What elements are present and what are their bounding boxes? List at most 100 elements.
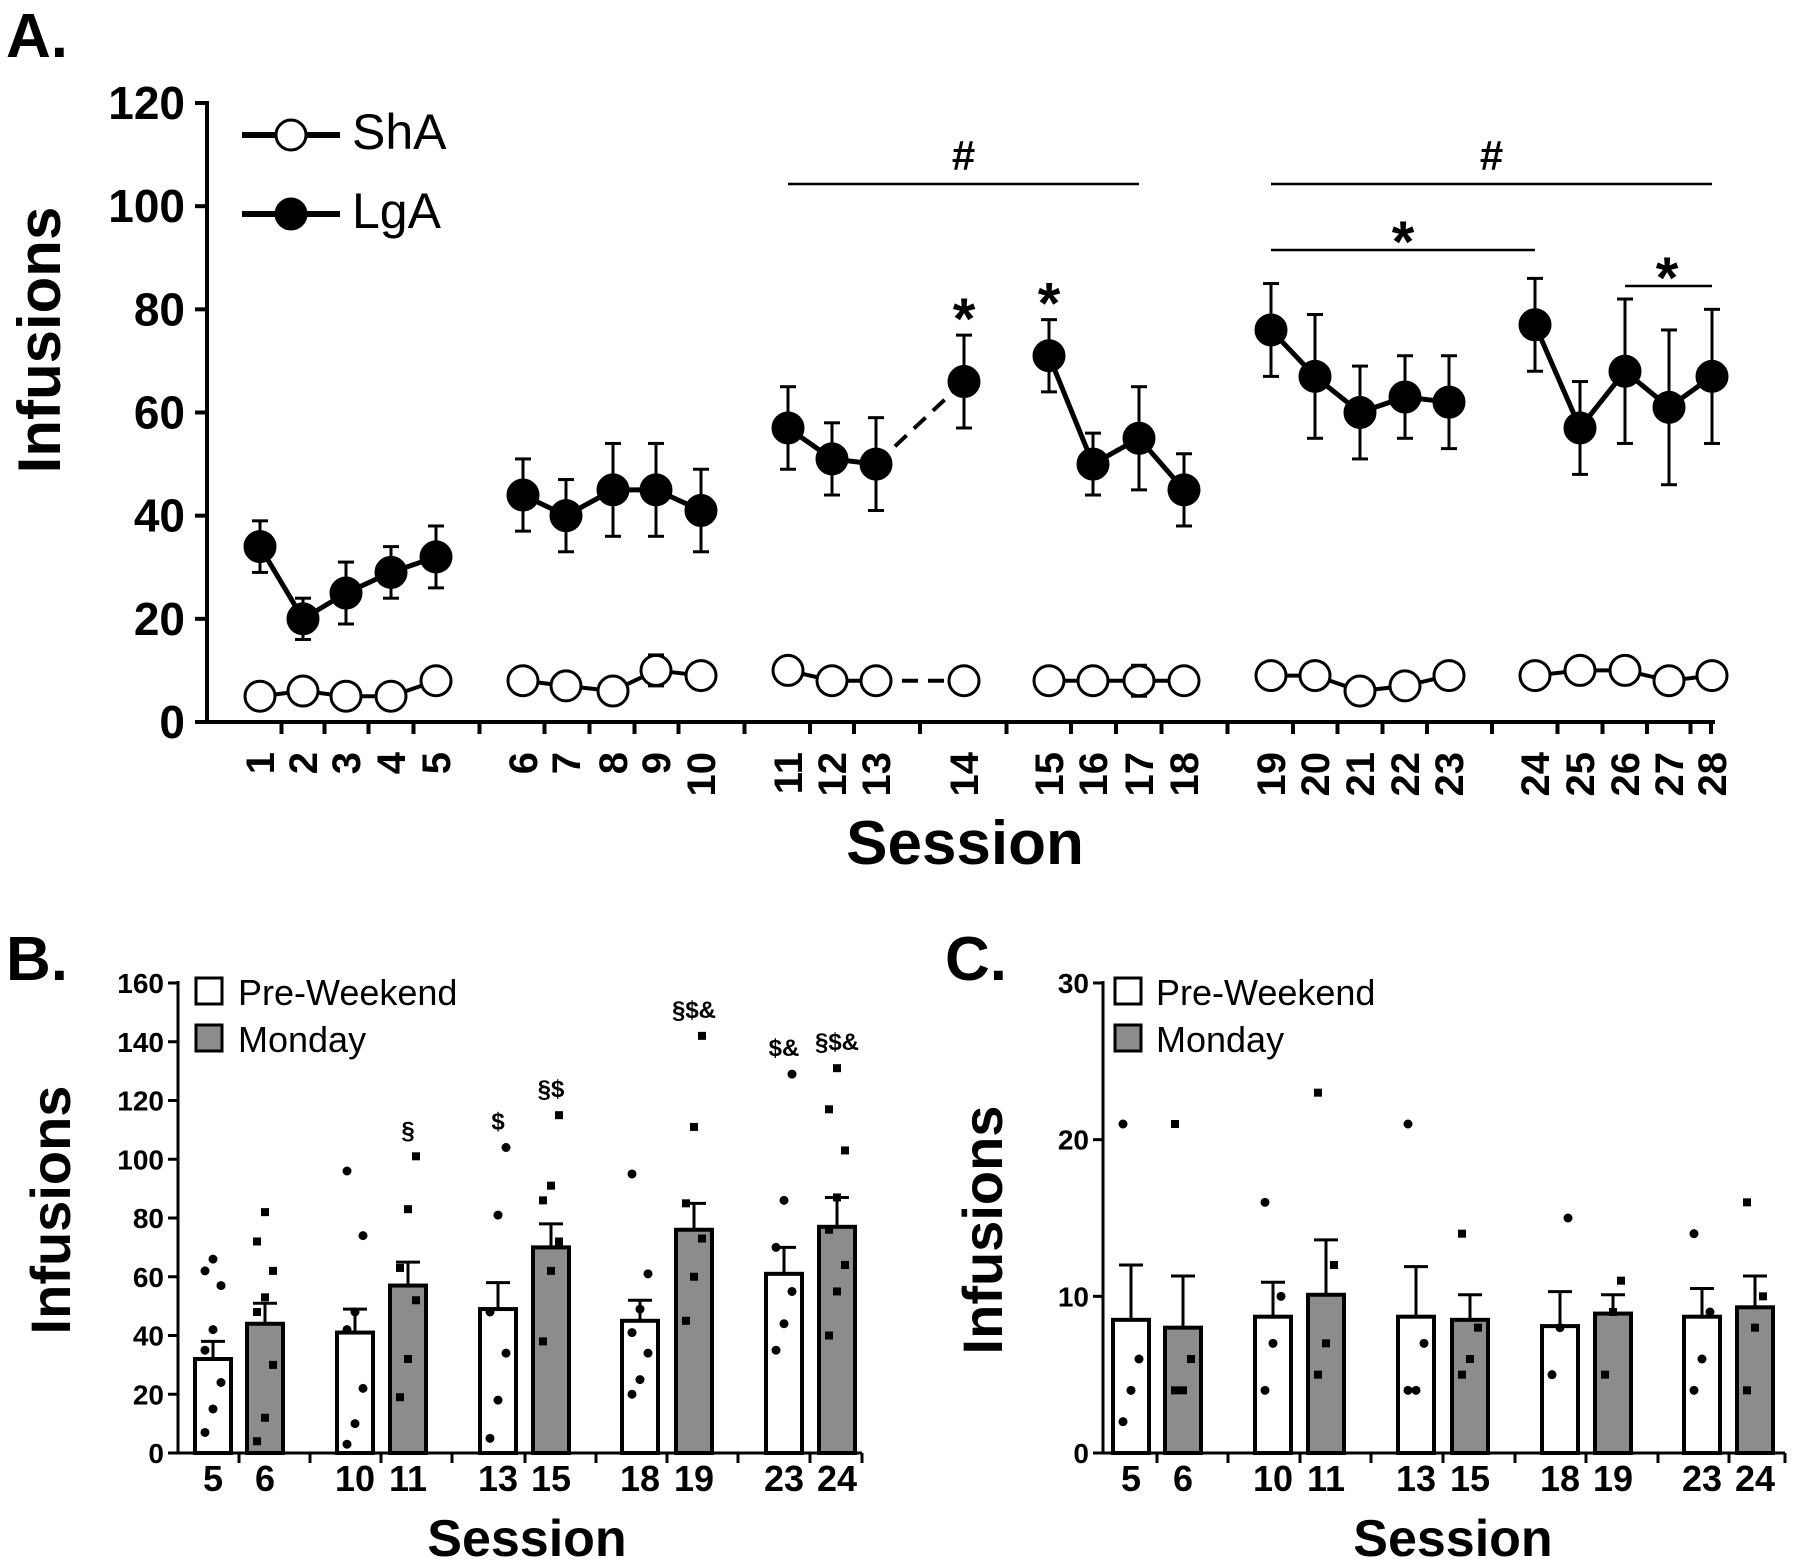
panel-a-x-tick-label: 19 <box>1250 752 1294 797</box>
panel-a-x-tick-label: 14 <box>943 751 987 796</box>
data-point <box>1254 313 1288 347</box>
individual-point <box>1466 1355 1474 1363</box>
data-point <box>1563 653 1597 687</box>
panel-a-x-tick-label: 1 <box>239 752 283 774</box>
panel-a-y-tick-label: 0 <box>159 696 185 748</box>
panel-b-legend: Pre-Weekend Monday <box>194 972 457 1060</box>
series-line <box>1046 354 1186 492</box>
data-point <box>1563 411 1597 445</box>
individual-point <box>787 1286 797 1296</box>
panel-a-legend: ShA LgA <box>242 104 447 239</box>
data-point <box>1608 354 1642 388</box>
data-point <box>859 447 893 481</box>
individual-point <box>253 1437 261 1446</box>
monday-bar-group: 6 <box>245 1208 285 1499</box>
individual-point <box>1474 1323 1482 1332</box>
panel-a-x-tick-label: 9 <box>635 752 679 774</box>
individual-point <box>779 1319 789 1329</box>
significance-marker: # <box>1480 132 1503 179</box>
data-point <box>596 674 630 708</box>
data-point <box>1432 659 1466 693</box>
individual-point <box>1179 1386 1187 1395</box>
individual-point <box>1126 1385 1136 1395</box>
data-point <box>419 540 453 574</box>
individual-point <box>1689 1385 1699 1395</box>
panel-a-y-tick-label: 80 <box>134 283 185 335</box>
monday-bar-group: 24 <box>1735 1198 1775 1499</box>
individual-point <box>485 1307 495 1317</box>
data-point <box>1032 339 1066 373</box>
individual-point <box>1134 1354 1144 1364</box>
individual-point <box>539 1337 547 1346</box>
pre-weekend-bar-group: 18 <box>1540 1213 1580 1499</box>
individual-point <box>1705 1307 1715 1317</box>
data-point <box>419 664 453 698</box>
x-tick-label: 6 <box>1173 1458 1193 1499</box>
individual-point <box>682 1316 690 1325</box>
individual-point <box>547 1266 555 1275</box>
panel-a-x-tick-label: 27 <box>1648 752 1692 797</box>
individual-point <box>396 1263 404 1272</box>
individual-point <box>1276 1291 1286 1301</box>
bar <box>1450 1317 1490 1456</box>
data-point <box>1343 674 1377 708</box>
individual-point <box>200 1427 210 1437</box>
y-tick-label: 160 <box>117 968 164 999</box>
panel-a-x-tick-label: 3 <box>325 752 369 774</box>
individual-point <box>493 1210 503 1220</box>
data-point <box>549 499 583 533</box>
legend-pre-weekend-label: Pre-Weekend <box>1156 972 1375 1013</box>
y-tick-label: 30 <box>1058 968 1089 999</box>
data-point <box>1167 473 1201 507</box>
data-point <box>1032 664 1066 698</box>
data-point <box>1167 664 1201 698</box>
panel-c: C. Infusions Session Pre-Weekend Monday … <box>945 925 1787 1563</box>
individual-point <box>1743 1386 1751 1395</box>
data-point <box>859 664 893 698</box>
bar <box>478 1307 518 1455</box>
y-tick-label: 100 <box>117 1144 164 1175</box>
panel-a-x-tick-label: 10 <box>680 752 724 797</box>
panel-a-y-tick-label: 40 <box>134 490 185 542</box>
x-tick-label: 15 <box>1450 1458 1490 1499</box>
panel-a-x-tick-label: 2 <box>282 752 326 774</box>
individual-point <box>1419 1338 1429 1348</box>
data-point <box>815 442 849 476</box>
panel-a-y-axis-label: Infusions <box>6 207 73 474</box>
individual-point <box>208 1254 218 1264</box>
individual-point <box>1403 1385 1413 1395</box>
significance-marker: * <box>1656 246 1679 311</box>
data-point <box>1122 664 1156 698</box>
individual-point <box>1260 1385 1270 1395</box>
individual-point <box>698 1234 706 1243</box>
panel-a-x-tick-label: 7 <box>545 752 589 774</box>
panel-a-x-tick-label: 12 <box>811 752 855 797</box>
individual-point <box>269 1360 277 1369</box>
pre-weekend-bar-group: 18 <box>620 1169 660 1499</box>
data-point <box>1343 396 1377 429</box>
x-tick-label: 5 <box>203 1458 223 1499</box>
individual-point <box>787 1069 797 1079</box>
bar <box>1306 1292 1346 1456</box>
individual-point <box>555 1111 563 1120</box>
data-point <box>1076 664 1110 698</box>
data-point <box>947 365 981 399</box>
bar <box>388 1283 428 1455</box>
y-tick-label: 0 <box>148 1438 164 1469</box>
x-tick-label: 13 <box>1396 1458 1436 1499</box>
individual-point <box>261 1208 269 1217</box>
y-tick-label: 0 <box>1073 1438 1089 1469</box>
panel-a-x-tick-label: 17 <box>1118 752 1162 797</box>
individual-point <box>342 1166 352 1176</box>
monday-bar-group: 19 §$& <box>672 997 716 1499</box>
bar <box>335 1330 375 1455</box>
individual-point <box>635 1304 645 1314</box>
x-tick-label: 19 <box>1593 1458 1633 1499</box>
individual-point <box>216 1281 226 1291</box>
data-point <box>1388 669 1422 703</box>
data-point <box>329 576 363 610</box>
individual-point <box>1171 1120 1179 1128</box>
data-point <box>1076 447 1110 481</box>
panel-a-x-tick-label: 6 <box>502 752 546 774</box>
individual-point <box>412 1296 420 1305</box>
